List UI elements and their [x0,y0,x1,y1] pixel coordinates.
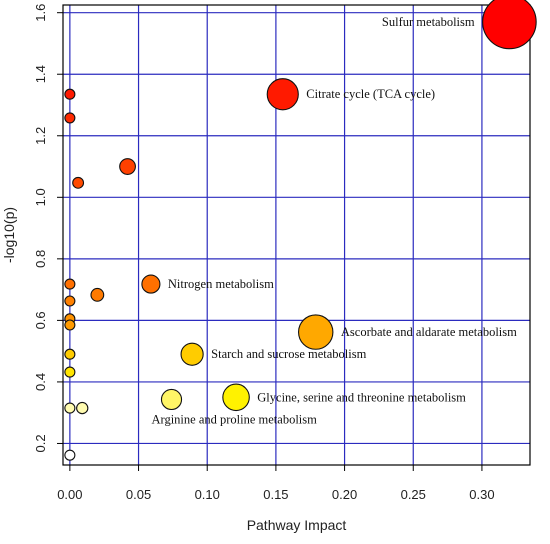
x-tick-label: 0.00 [57,487,82,502]
bubble-point [64,112,76,124]
bubble-point [64,366,76,378]
bubble-point [64,319,76,331]
x-tick-label: 0.25 [401,487,426,502]
y-tick-label: 1.6 [33,4,48,22]
bubble-point [180,342,204,366]
plot-border [62,4,531,466]
pathway-label: Sulfur metabolism [382,15,475,29]
bubble-point [482,0,537,50]
y-tick-label: 0.8 [33,250,48,268]
bubble-point [90,287,105,302]
bubble-point [76,401,89,415]
x-tick-label: 0.30 [469,487,494,502]
pathway-label: Citrate cycle (TCA cycle) [306,87,435,101]
pathway-label: Arginine and proline metabolism [152,412,318,426]
y-axis-title: -log10(p) [1,207,17,263]
bubble-point [64,88,76,100]
bubble-point [64,278,76,290]
bubble-point [298,314,334,350]
bubble-point [64,402,76,414]
pathway-label: Nitrogen metabolism [168,277,274,291]
bubble-point [119,158,136,175]
x-axis-ticks: 0.00 0.05 0.10 0.15 0.20 0.25 0.30 [57,465,495,502]
bubble-point [141,274,161,294]
grid-layer [63,5,530,465]
y-tick-label: 1.0 [33,188,48,206]
bubble-point [266,78,299,111]
bubble-point [222,383,250,412]
y-axis-ticks: 0.2 0.4 0.6 0.8 1.0 1.2 1.4 1.6 [33,4,63,453]
plot-frame [62,4,531,466]
x-tick-label: 0.15 [263,487,288,502]
x-axis-title: Pathway Impact [247,517,347,533]
pathway-label: Glycine, serine and threonine metabolism [257,390,466,404]
y-tick-label: 1.2 [33,127,48,145]
y-tick-label: 0.6 [33,311,48,329]
y-tick-label: 0.4 [33,373,48,391]
bubble-point [64,449,76,461]
x-tick-label: 0.05 [126,487,151,502]
bubble-layer [64,0,537,461]
x-tick-label: 0.20 [332,487,357,502]
y-tick-label: 0.2 [33,434,48,452]
y-tick-label: 1.4 [33,65,48,83]
bubble-point [64,348,76,360]
pathway-label: Ascorbate and aldarate metabolism [341,325,517,339]
pathway-label: Starch and sucrose metabolism [211,347,366,361]
annotation-layer: Sulfur metabolism Citrate cycle (TCA cycl… [152,15,518,427]
x-tick-label: 0.10 [195,487,220,502]
bubble-point [160,388,183,411]
bubble-point [64,295,76,307]
bubble-point [72,176,85,189]
